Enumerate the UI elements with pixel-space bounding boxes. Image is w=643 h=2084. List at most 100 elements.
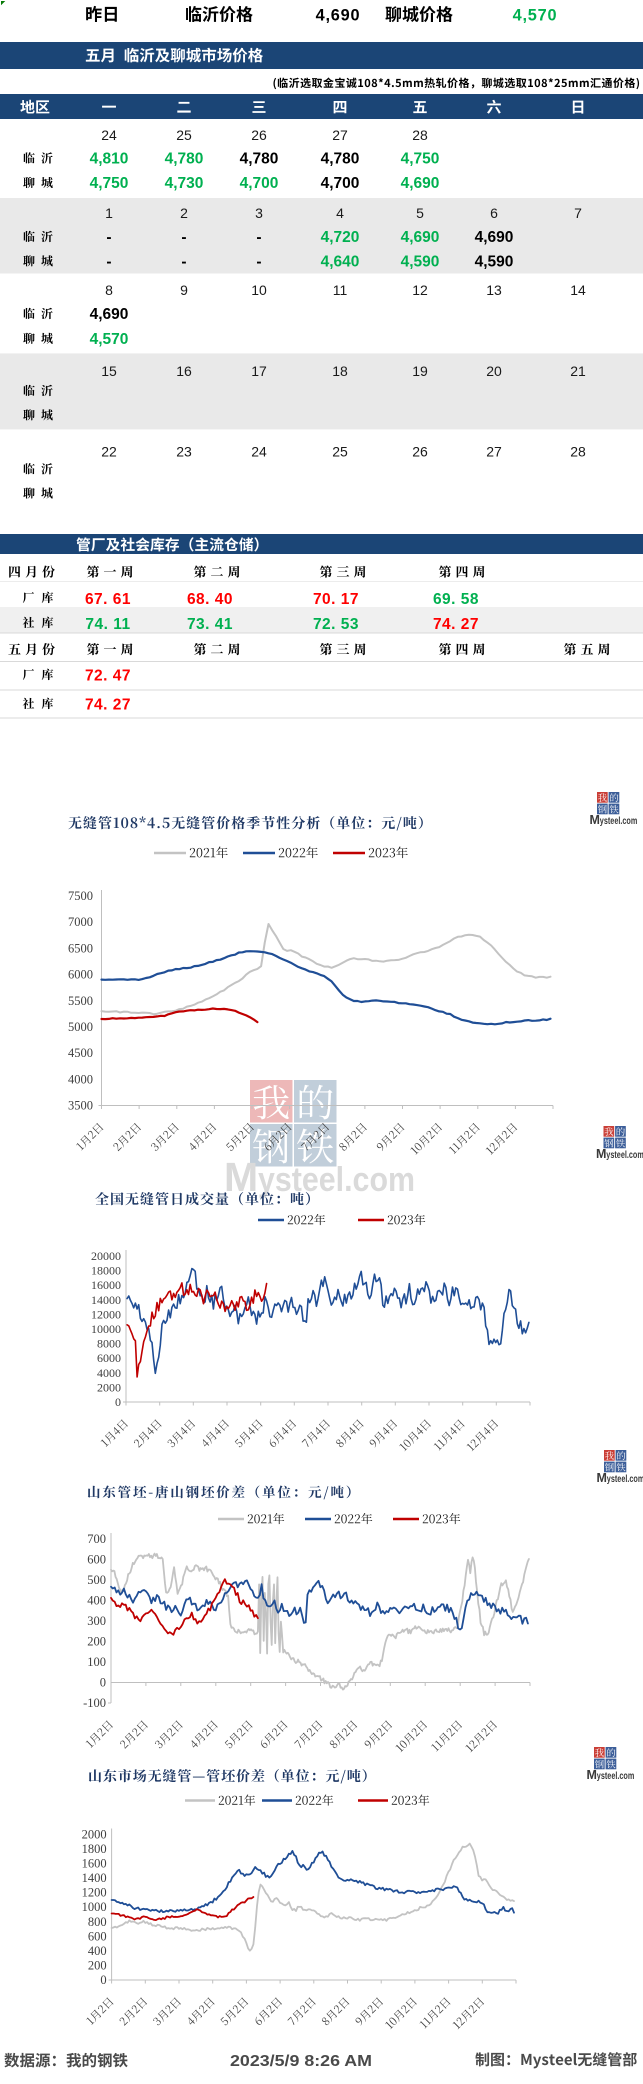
- svg-text:12000: 12000: [91, 1307, 121, 1321]
- svg-text:73. 41: 73. 41: [187, 616, 233, 633]
- svg-text:400: 400: [87, 1594, 106, 1608]
- svg-text:70. 17: 70. 17: [313, 591, 359, 608]
- svg-text:M: M: [596, 1147, 606, 1161]
- svg-text:20000: 20000: [91, 1249, 121, 1263]
- svg-text:6000: 6000: [68, 968, 93, 982]
- svg-text:8: 8: [105, 282, 113, 298]
- svg-text:2000: 2000: [82, 1828, 107, 1842]
- svg-text:18: 18: [332, 363, 348, 379]
- svg-text:ysteel.com: ysteel.com: [600, 815, 638, 827]
- svg-text:9: 9: [180, 282, 188, 298]
- svg-text:7000: 7000: [68, 915, 93, 929]
- svg-text:300: 300: [87, 1614, 106, 1628]
- svg-text:17: 17: [251, 363, 267, 379]
- svg-text:4,700: 4,700: [240, 175, 279, 192]
- svg-text:1400: 1400: [82, 1871, 107, 1885]
- svg-text:28: 28: [570, 444, 586, 460]
- svg-text:10: 10: [251, 282, 267, 298]
- svg-text:M: M: [597, 1471, 607, 1485]
- svg-text:24: 24: [101, 127, 117, 143]
- svg-text:1800: 1800: [82, 1842, 107, 1856]
- svg-text:4,590: 4,590: [401, 253, 440, 270]
- svg-text:200: 200: [87, 1635, 106, 1649]
- svg-text:14000: 14000: [91, 1293, 121, 1307]
- svg-text:4,570: 4,570: [513, 7, 558, 25]
- svg-text:15: 15: [101, 363, 117, 379]
- svg-text:20: 20: [486, 363, 502, 379]
- svg-text:4,700: 4,700: [321, 175, 360, 192]
- svg-text:600: 600: [87, 1553, 106, 1567]
- svg-text:26: 26: [251, 127, 267, 143]
- svg-text:1200: 1200: [82, 1886, 107, 1900]
- svg-text:4,780: 4,780: [321, 151, 360, 168]
- svg-text:0: 0: [100, 1973, 106, 1987]
- svg-text:4,690: 4,690: [90, 306, 129, 323]
- svg-text:69. 58: 69. 58: [433, 591, 479, 608]
- svg-text:4,690: 4,690: [401, 175, 440, 192]
- svg-text:600: 600: [88, 1929, 107, 1943]
- svg-text:100: 100: [87, 1655, 106, 1669]
- svg-text:-: -: [106, 229, 111, 246]
- svg-text:5: 5: [416, 205, 424, 221]
- svg-text:4000: 4000: [97, 1366, 121, 1380]
- svg-text:21: 21: [570, 363, 586, 379]
- svg-text:400: 400: [88, 1944, 107, 1958]
- svg-text:13: 13: [486, 282, 502, 298]
- svg-text:ysteel.com: ysteel.com: [597, 1770, 635, 1782]
- svg-text:1600: 1600: [82, 1857, 107, 1871]
- svg-text:2: 2: [180, 205, 188, 221]
- svg-text:1000: 1000: [82, 1900, 107, 1914]
- svg-text:4500: 4500: [68, 1046, 93, 1060]
- svg-text:4,640: 4,640: [321, 253, 360, 270]
- svg-text:M: M: [587, 1768, 597, 1782]
- svg-text:4000: 4000: [68, 1072, 93, 1086]
- svg-text:4,690: 4,690: [475, 229, 514, 246]
- svg-text:200: 200: [88, 1959, 107, 1973]
- svg-text:16000: 16000: [91, 1278, 121, 1292]
- svg-text:3: 3: [255, 205, 263, 221]
- svg-text:-: -: [256, 229, 261, 246]
- svg-text:72. 47: 72. 47: [85, 668, 131, 685]
- svg-text:0: 0: [100, 1676, 106, 1690]
- svg-text:3500: 3500: [68, 1099, 93, 1113]
- svg-text:68. 40: 68. 40: [187, 591, 233, 608]
- svg-text:16: 16: [176, 363, 192, 379]
- svg-text:24: 24: [251, 444, 267, 460]
- svg-text:0: 0: [115, 1395, 121, 1409]
- svg-text:ysteel.com: ysteel.com: [607, 1473, 643, 1485]
- svg-text:M: M: [224, 1154, 258, 1200]
- svg-text:6: 6: [490, 205, 498, 221]
- svg-text:11: 11: [333, 282, 348, 298]
- svg-text:25: 25: [176, 127, 192, 143]
- svg-text:700: 700: [87, 1532, 106, 1546]
- svg-text:74. 27: 74. 27: [433, 616, 479, 633]
- svg-text:800: 800: [88, 1915, 107, 1929]
- svg-text:18000: 18000: [91, 1264, 121, 1278]
- svg-text:67. 61: 67. 61: [85, 591, 131, 608]
- svg-text:7: 7: [574, 205, 582, 221]
- svg-text:10000: 10000: [91, 1322, 121, 1336]
- svg-text:4,570: 4,570: [90, 331, 129, 348]
- svg-text:26: 26: [412, 444, 428, 460]
- svg-text:27: 27: [486, 444, 502, 460]
- svg-text:-: -: [106, 253, 111, 270]
- svg-text:-: -: [181, 229, 186, 246]
- svg-text:6000: 6000: [97, 1351, 121, 1365]
- svg-text:8000: 8000: [97, 1337, 121, 1351]
- svg-text:ysteel.com: ysteel.com: [606, 1149, 643, 1161]
- svg-text:12: 12: [412, 282, 428, 298]
- svg-text:5500: 5500: [68, 994, 93, 1008]
- svg-text:6500: 6500: [68, 941, 93, 955]
- svg-text:4,750: 4,750: [401, 151, 440, 168]
- svg-text:4,690: 4,690: [401, 229, 440, 246]
- svg-text:ysteel.com: ysteel.com: [258, 1161, 415, 1199]
- svg-text:14: 14: [570, 282, 586, 298]
- svg-text:4,780: 4,780: [240, 151, 279, 168]
- svg-text:2023/5/9 8:26 AM: 2023/5/9 8:26 AM: [230, 2053, 372, 2070]
- svg-text:2000: 2000: [97, 1380, 121, 1394]
- svg-text:4,810: 4,810: [90, 151, 129, 168]
- svg-text:500: 500: [87, 1573, 106, 1587]
- svg-text:7500: 7500: [68, 889, 93, 903]
- svg-text:4,780: 4,780: [165, 151, 204, 168]
- svg-text:M: M: [590, 813, 600, 827]
